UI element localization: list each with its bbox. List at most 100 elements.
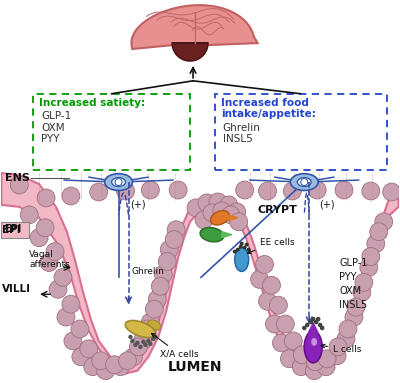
Circle shape: [62, 295, 80, 313]
Circle shape: [345, 308, 363, 326]
Circle shape: [130, 339, 135, 343]
Text: CRYPT: CRYPT: [258, 205, 298, 215]
Circle shape: [360, 259, 378, 277]
Text: Vagal
afferents: Vagal afferents: [29, 250, 70, 269]
Circle shape: [143, 343, 148, 347]
Ellipse shape: [311, 338, 317, 346]
Circle shape: [106, 356, 124, 374]
Text: GLP-1: GLP-1: [41, 111, 71, 121]
Circle shape: [158, 252, 176, 270]
Circle shape: [302, 326, 306, 330]
Circle shape: [153, 335, 158, 339]
Circle shape: [151, 337, 156, 341]
Circle shape: [213, 202, 231, 220]
Text: PYY: PYY: [41, 134, 60, 144]
Circle shape: [236, 181, 254, 199]
Circle shape: [228, 203, 246, 221]
Circle shape: [134, 332, 151, 350]
Text: EPI: EPI: [4, 224, 22, 234]
Circle shape: [309, 320, 314, 324]
Text: EPI: EPI: [2, 225, 21, 235]
Circle shape: [236, 247, 240, 252]
Circle shape: [135, 341, 140, 345]
FancyBboxPatch shape: [1, 222, 29, 238]
Circle shape: [49, 280, 67, 298]
Circle shape: [318, 323, 322, 327]
Text: ENS: ENS: [5, 173, 30, 183]
Text: Increased satiety:: Increased satiety:: [39, 98, 145, 108]
Circle shape: [222, 206, 240, 224]
Circle shape: [187, 199, 205, 217]
FancyBboxPatch shape: [215, 94, 387, 170]
Circle shape: [316, 317, 320, 321]
Circle shape: [146, 339, 150, 343]
Circle shape: [62, 187, 80, 205]
Circle shape: [57, 308, 75, 326]
Circle shape: [240, 242, 244, 246]
Circle shape: [209, 193, 227, 211]
Circle shape: [116, 182, 134, 200]
Circle shape: [148, 342, 152, 346]
Circle shape: [133, 343, 138, 347]
Circle shape: [71, 320, 89, 338]
Circle shape: [320, 326, 324, 330]
Circle shape: [266, 315, 284, 333]
Circle shape: [362, 247, 380, 265]
Text: Ghrelin: Ghrelin: [132, 267, 164, 277]
Circle shape: [339, 320, 357, 338]
Circle shape: [284, 332, 302, 350]
Circle shape: [276, 315, 294, 333]
Polygon shape: [308, 323, 318, 333]
Polygon shape: [172, 43, 208, 61]
Ellipse shape: [297, 178, 311, 187]
Circle shape: [151, 277, 169, 295]
Circle shape: [355, 273, 373, 291]
FancyBboxPatch shape: [33, 94, 190, 170]
Text: L cells: L cells: [321, 344, 362, 354]
Circle shape: [256, 255, 274, 273]
Circle shape: [145, 300, 163, 318]
Circle shape: [112, 358, 130, 376]
Text: VILLI: VILLI: [2, 284, 31, 294]
Circle shape: [195, 211, 213, 229]
Circle shape: [165, 231, 183, 249]
Circle shape: [160, 241, 178, 259]
Circle shape: [148, 290, 166, 308]
Text: EE cells: EE cells: [248, 237, 294, 254]
Text: X/A cells: X/A cells: [152, 333, 199, 359]
Circle shape: [383, 183, 400, 201]
Polygon shape: [228, 215, 238, 221]
Circle shape: [233, 250, 237, 254]
Circle shape: [335, 181, 353, 199]
Circle shape: [317, 358, 335, 376]
Circle shape: [20, 206, 38, 224]
Circle shape: [46, 242, 64, 260]
Ellipse shape: [235, 247, 249, 272]
Circle shape: [84, 358, 102, 376]
Ellipse shape: [304, 331, 322, 363]
Circle shape: [308, 181, 326, 199]
Circle shape: [301, 178, 308, 185]
Polygon shape: [132, 5, 258, 49]
Circle shape: [270, 296, 287, 314]
Circle shape: [142, 313, 159, 331]
Ellipse shape: [105, 173, 132, 190]
Circle shape: [245, 242, 249, 247]
Circle shape: [347, 298, 365, 316]
Circle shape: [367, 235, 385, 252]
Circle shape: [284, 182, 301, 200]
Circle shape: [90, 183, 108, 201]
Circle shape: [30, 229, 48, 247]
Circle shape: [318, 350, 336, 368]
Circle shape: [36, 219, 54, 237]
Circle shape: [128, 335, 133, 339]
Text: LUMEN: LUMEN: [168, 360, 222, 374]
Circle shape: [167, 221, 185, 239]
Circle shape: [97, 362, 114, 380]
Ellipse shape: [148, 320, 161, 330]
Circle shape: [142, 181, 159, 199]
Ellipse shape: [290, 173, 318, 190]
Circle shape: [141, 340, 146, 344]
Circle shape: [314, 320, 318, 324]
Circle shape: [138, 345, 143, 349]
